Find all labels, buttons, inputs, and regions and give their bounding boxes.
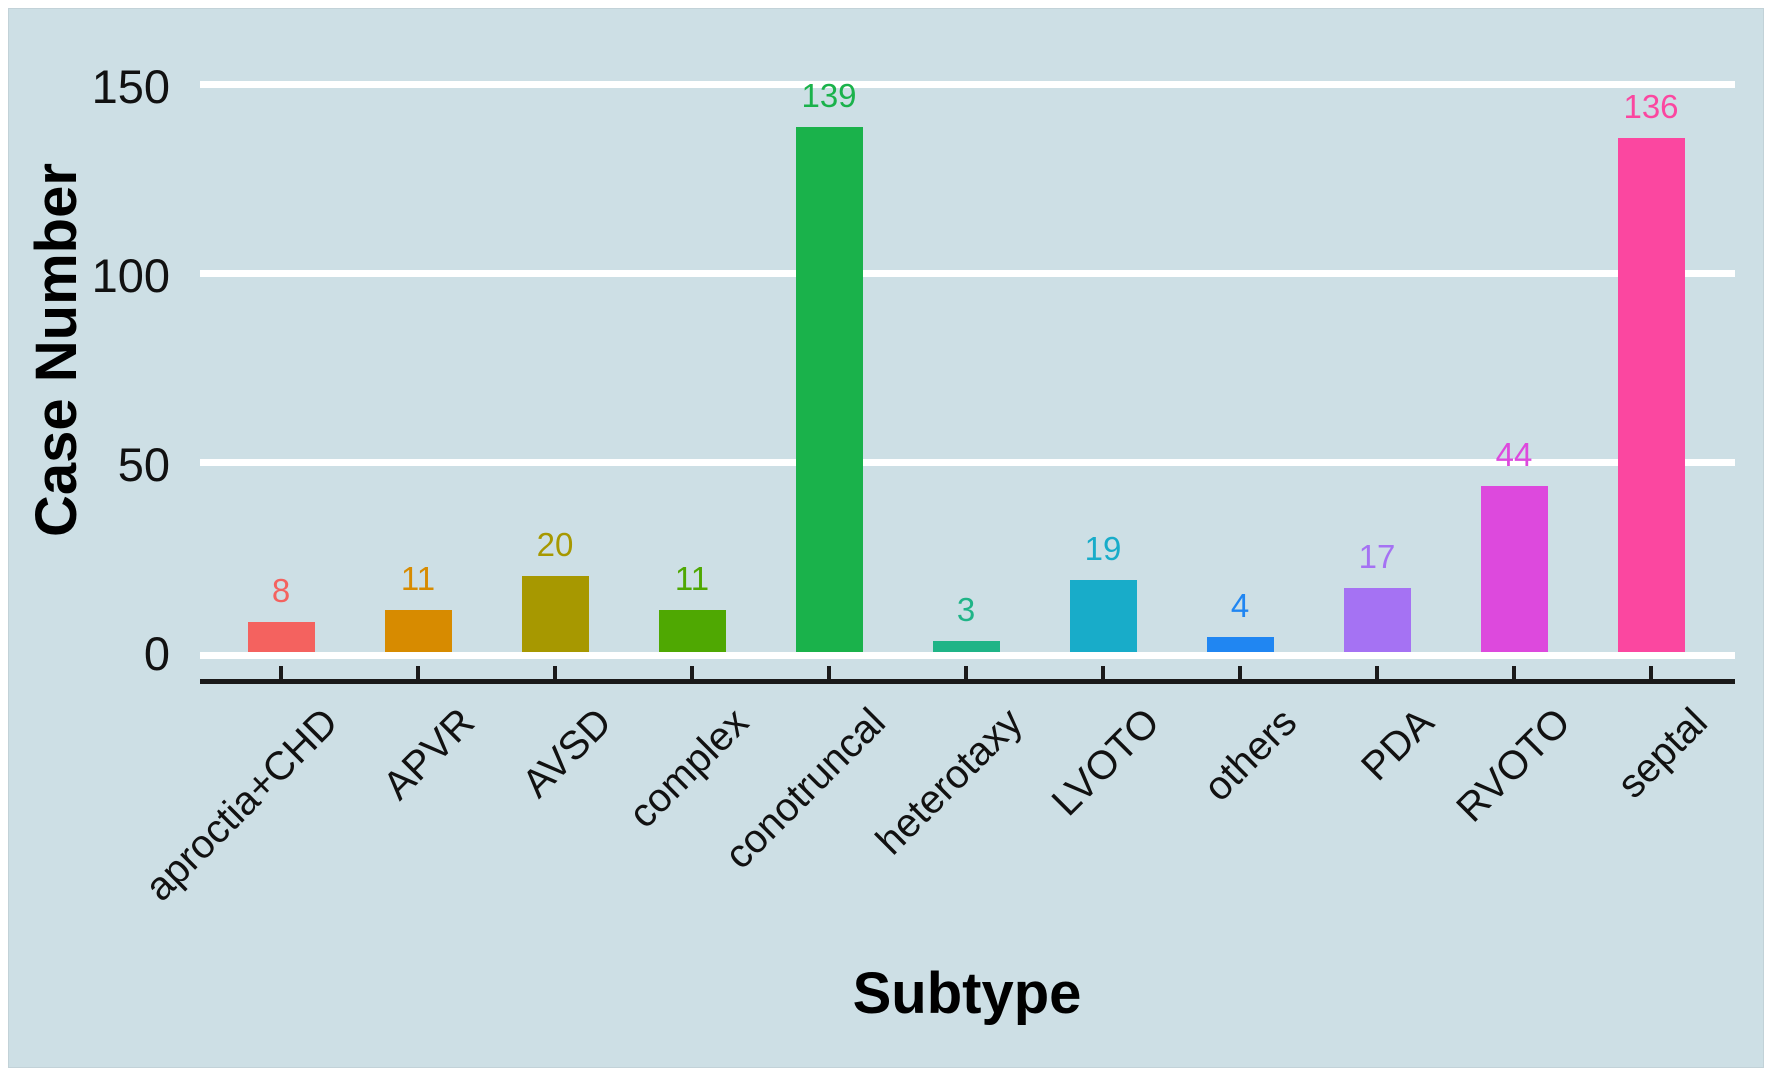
chart-panel-background: [8, 8, 1764, 1068]
bar-heterotaxy: [932, 641, 1000, 652]
bar-PDA: [1343, 588, 1411, 652]
bar-septal: [1617, 138, 1685, 652]
bar-APVR: [384, 610, 452, 652]
bar-value-label-aproctia+CHD: 8: [271, 572, 291, 609]
x-axis-line: [200, 679, 1735, 684]
bar-AVSD: [521, 576, 589, 652]
bar-RVOTO: [1480, 486, 1548, 652]
y-gridline-100: [200, 270, 1735, 277]
x-tick-mark-aproctia+CHD: [279, 666, 283, 680]
x-tick-mark-others: [1238, 666, 1242, 680]
bar-value-label-LVOTO: 19: [1084, 530, 1122, 567]
x-tick-mark-LVOTO: [1101, 666, 1105, 680]
y-tick-label-150: 150: [91, 60, 170, 113]
bar-value-label-complex: 11: [674, 560, 710, 597]
y-gridline-150: [200, 81, 1735, 88]
bar-value-label-others: 4: [1230, 587, 1250, 624]
y-gridline-0: [200, 652, 1735, 659]
x-tick-mark-APVR: [416, 666, 420, 680]
y-gridline-50: [200, 459, 1735, 466]
bar-conotruncal: [795, 127, 863, 652]
bar-value-label-PDA: 17: [1358, 538, 1396, 575]
y-tick-label-0: 0: [143, 627, 170, 680]
bar-value-label-APVR: 11: [400, 560, 436, 597]
x-tick-mark-AVSD: [553, 666, 557, 680]
x-tick-mark-PDA: [1375, 666, 1379, 680]
bar-LVOTO: [1069, 580, 1137, 652]
y-tick-label-100: 100: [91, 249, 170, 302]
x-tick-mark-septal: [1649, 666, 1653, 680]
bar-value-label-AVSD: 20: [536, 526, 574, 563]
bar-complex: [658, 610, 726, 652]
bar-value-label-RVOTO: 44: [1495, 436, 1533, 473]
y-tick-label-50: 50: [117, 438, 170, 491]
x-tick-mark-heterotaxy: [964, 666, 968, 680]
bar-others: [1206, 637, 1274, 652]
y-axis-title: Case Number: [24, 163, 89, 537]
x-tick-mark-RVOTO: [1512, 666, 1516, 680]
bar-aproctia+CHD: [247, 622, 315, 652]
x-tick-mark-conotruncal: [827, 666, 831, 680]
bar-value-label-conotruncal: 139: [801, 77, 857, 114]
x-axis-title: Subtype: [852, 961, 1082, 1026]
bar-value-label-heterotaxy: 3: [956, 591, 976, 628]
bar-value-label-septal: 136: [1623, 88, 1679, 125]
x-tick-mark-complex: [690, 666, 694, 680]
